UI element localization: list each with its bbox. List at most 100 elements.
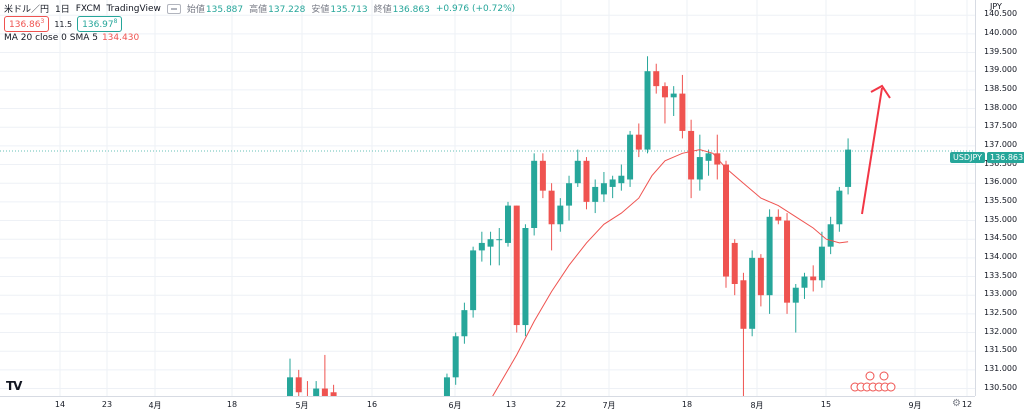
- indicator-value: 134.430: [101, 33, 140, 43]
- time-tick-label: 15: [820, 400, 832, 409]
- price-tick-label: 132.500: [984, 307, 1018, 317]
- candle-body: [731, 242, 738, 284]
- candle-body: [627, 134, 634, 180]
- candle-body: [452, 336, 459, 378]
- candle-body: [592, 186, 599, 202]
- candle-body: [618, 175, 625, 184]
- candle-body: [775, 216, 782, 221]
- candle-body: [818, 246, 825, 281]
- candle-body: [295, 377, 302, 393]
- event-marker-icon: [886, 382, 896, 392]
- trend-arrow: [861, 87, 883, 215]
- candle-body: [609, 179, 616, 187]
- price-tick-label: 132.000: [984, 326, 1018, 336]
- quote-row: 136.863 11.5 136.978: [4, 16, 123, 32]
- candle-body: [653, 71, 660, 87]
- candle-body: [801, 276, 808, 288]
- candle-body: [670, 93, 677, 98]
- candle-body: [513, 205, 520, 326]
- time-tick-label: 7月: [602, 401, 616, 410]
- candle-body: [740, 280, 747, 329]
- price-tick-label: 138.500: [984, 83, 1018, 93]
- price-tick-label: 137.500: [984, 121, 1018, 131]
- tradingview-logo-icon[interactable]: TV: [6, 379, 23, 393]
- currency-label: JPY: [990, 2, 1002, 11]
- candle-body: [810, 276, 817, 281]
- bid-sup: 3: [40, 18, 45, 25]
- candle-body: [313, 388, 320, 404]
- indicator-label: MA 20 close 0 SMA 5: [4, 33, 98, 43]
- price-tick-label: 139.500: [984, 46, 1018, 56]
- last-price-badge: 136.863: [987, 152, 1024, 163]
- candle-body: [827, 224, 834, 247]
- price-tick-label: 136.500: [984, 158, 1018, 168]
- price-tick-label: 133.500: [984, 270, 1018, 280]
- price-tick-label: 135.500: [984, 195, 1018, 205]
- symbol-name[interactable]: 米ドル／円: [4, 5, 50, 15]
- time-tick-label: 4月: [148, 401, 162, 410]
- interval-label[interactable]: 1日: [55, 5, 70, 15]
- close-label: 終値: [373, 5, 392, 15]
- time-tick-label: 18: [681, 400, 693, 409]
- eye-icon[interactable]: [166, 3, 181, 14]
- symbol-badge: USDJPY: [950, 152, 985, 163]
- high-label: 高値: [249, 5, 268, 15]
- price-tick-label: 139.000: [984, 65, 1018, 75]
- candle-body: [757, 257, 764, 296]
- price-tick-label: 134.000: [984, 251, 1018, 261]
- low-label: 安値: [311, 5, 330, 15]
- price-tick-label: 133.000: [984, 289, 1018, 299]
- time-tick-label: 23: [101, 400, 113, 409]
- candle-body: [644, 71, 651, 150]
- candle-body: [522, 228, 529, 326]
- candle-body: [705, 153, 712, 161]
- ma-line: [485, 149, 849, 408]
- candle-body: [487, 239, 494, 247]
- price-tick-label: 131.500: [984, 345, 1018, 355]
- candle-body: [749, 257, 756, 329]
- price-tick-label: 136.000: [984, 177, 1018, 187]
- time-tick-label: 16: [366, 400, 378, 409]
- candle-body: [836, 190, 843, 225]
- time-tick-label: 8月: [750, 401, 764, 410]
- chart-header: 米ドル／円 1日 FXCM TradingView 始値135.887 高値 13…: [4, 2, 515, 15]
- buy-button[interactable]: 136.978: [77, 16, 123, 32]
- candle-body: [784, 220, 791, 303]
- candlestick-chart[interactable]: [0, 0, 975, 412]
- time-tick-label: 18: [226, 400, 238, 409]
- time-tick-label: 6月: [448, 401, 462, 410]
- candle-body: [635, 134, 642, 150]
- time-tick-label: 14: [54, 400, 66, 409]
- source-label: TradingView: [106, 3, 161, 14]
- price-scale[interactable]: JPY 140.500 140.000 139.500 139.000 138.500 1…: [975, 0, 1024, 396]
- price-tick-label: 138.000: [984, 102, 1018, 112]
- candle-body: [583, 160, 590, 202]
- trend-arrow-head: [870, 84, 891, 99]
- broker-label: FXCM: [75, 3, 101, 14]
- candle-body: [792, 287, 799, 303]
- spread-value: 11.5: [54, 19, 73, 29]
- price-tick-label: 134.500: [984, 233, 1018, 243]
- candle-body: [696, 157, 703, 180]
- gear-icon[interactable]: ⚙: [952, 398, 961, 409]
- open-label: 始値: [186, 5, 205, 15]
- indicator-legend[interactable]: MA 20 close 0 SMA 5 134.430: [4, 33, 139, 43]
- candle-body: [505, 205, 511, 243]
- time-tick-label: 13: [505, 400, 517, 409]
- time-tick-label: 5月: [295, 401, 309, 410]
- time-tick-label: 9月: [908, 401, 922, 410]
- time-scale[interactable]: ⚙ 14 23 4月 18 5月 16 6月 13 22 7月 18 8月 15 9月 12: [0, 396, 975, 412]
- low-value: 135.713: [330, 5, 368, 15]
- chart-area[interactable]: [0, 0, 975, 412]
- candle-body: [470, 250, 477, 311]
- time-tick-label: 12: [961, 400, 973, 409]
- candle-body: [557, 205, 564, 225]
- close-value: 136.863: [392, 5, 430, 15]
- sell-button[interactable]: 136.863: [4, 16, 50, 32]
- candle-body: [443, 377, 450, 412]
- candle-body: [321, 388, 328, 396]
- candle-body: [766, 216, 773, 296]
- open-value: 135.887: [205, 5, 244, 15]
- price-tick-label: 137.000: [984, 139, 1018, 149]
- ask-price: 136.97: [82, 20, 114, 30]
